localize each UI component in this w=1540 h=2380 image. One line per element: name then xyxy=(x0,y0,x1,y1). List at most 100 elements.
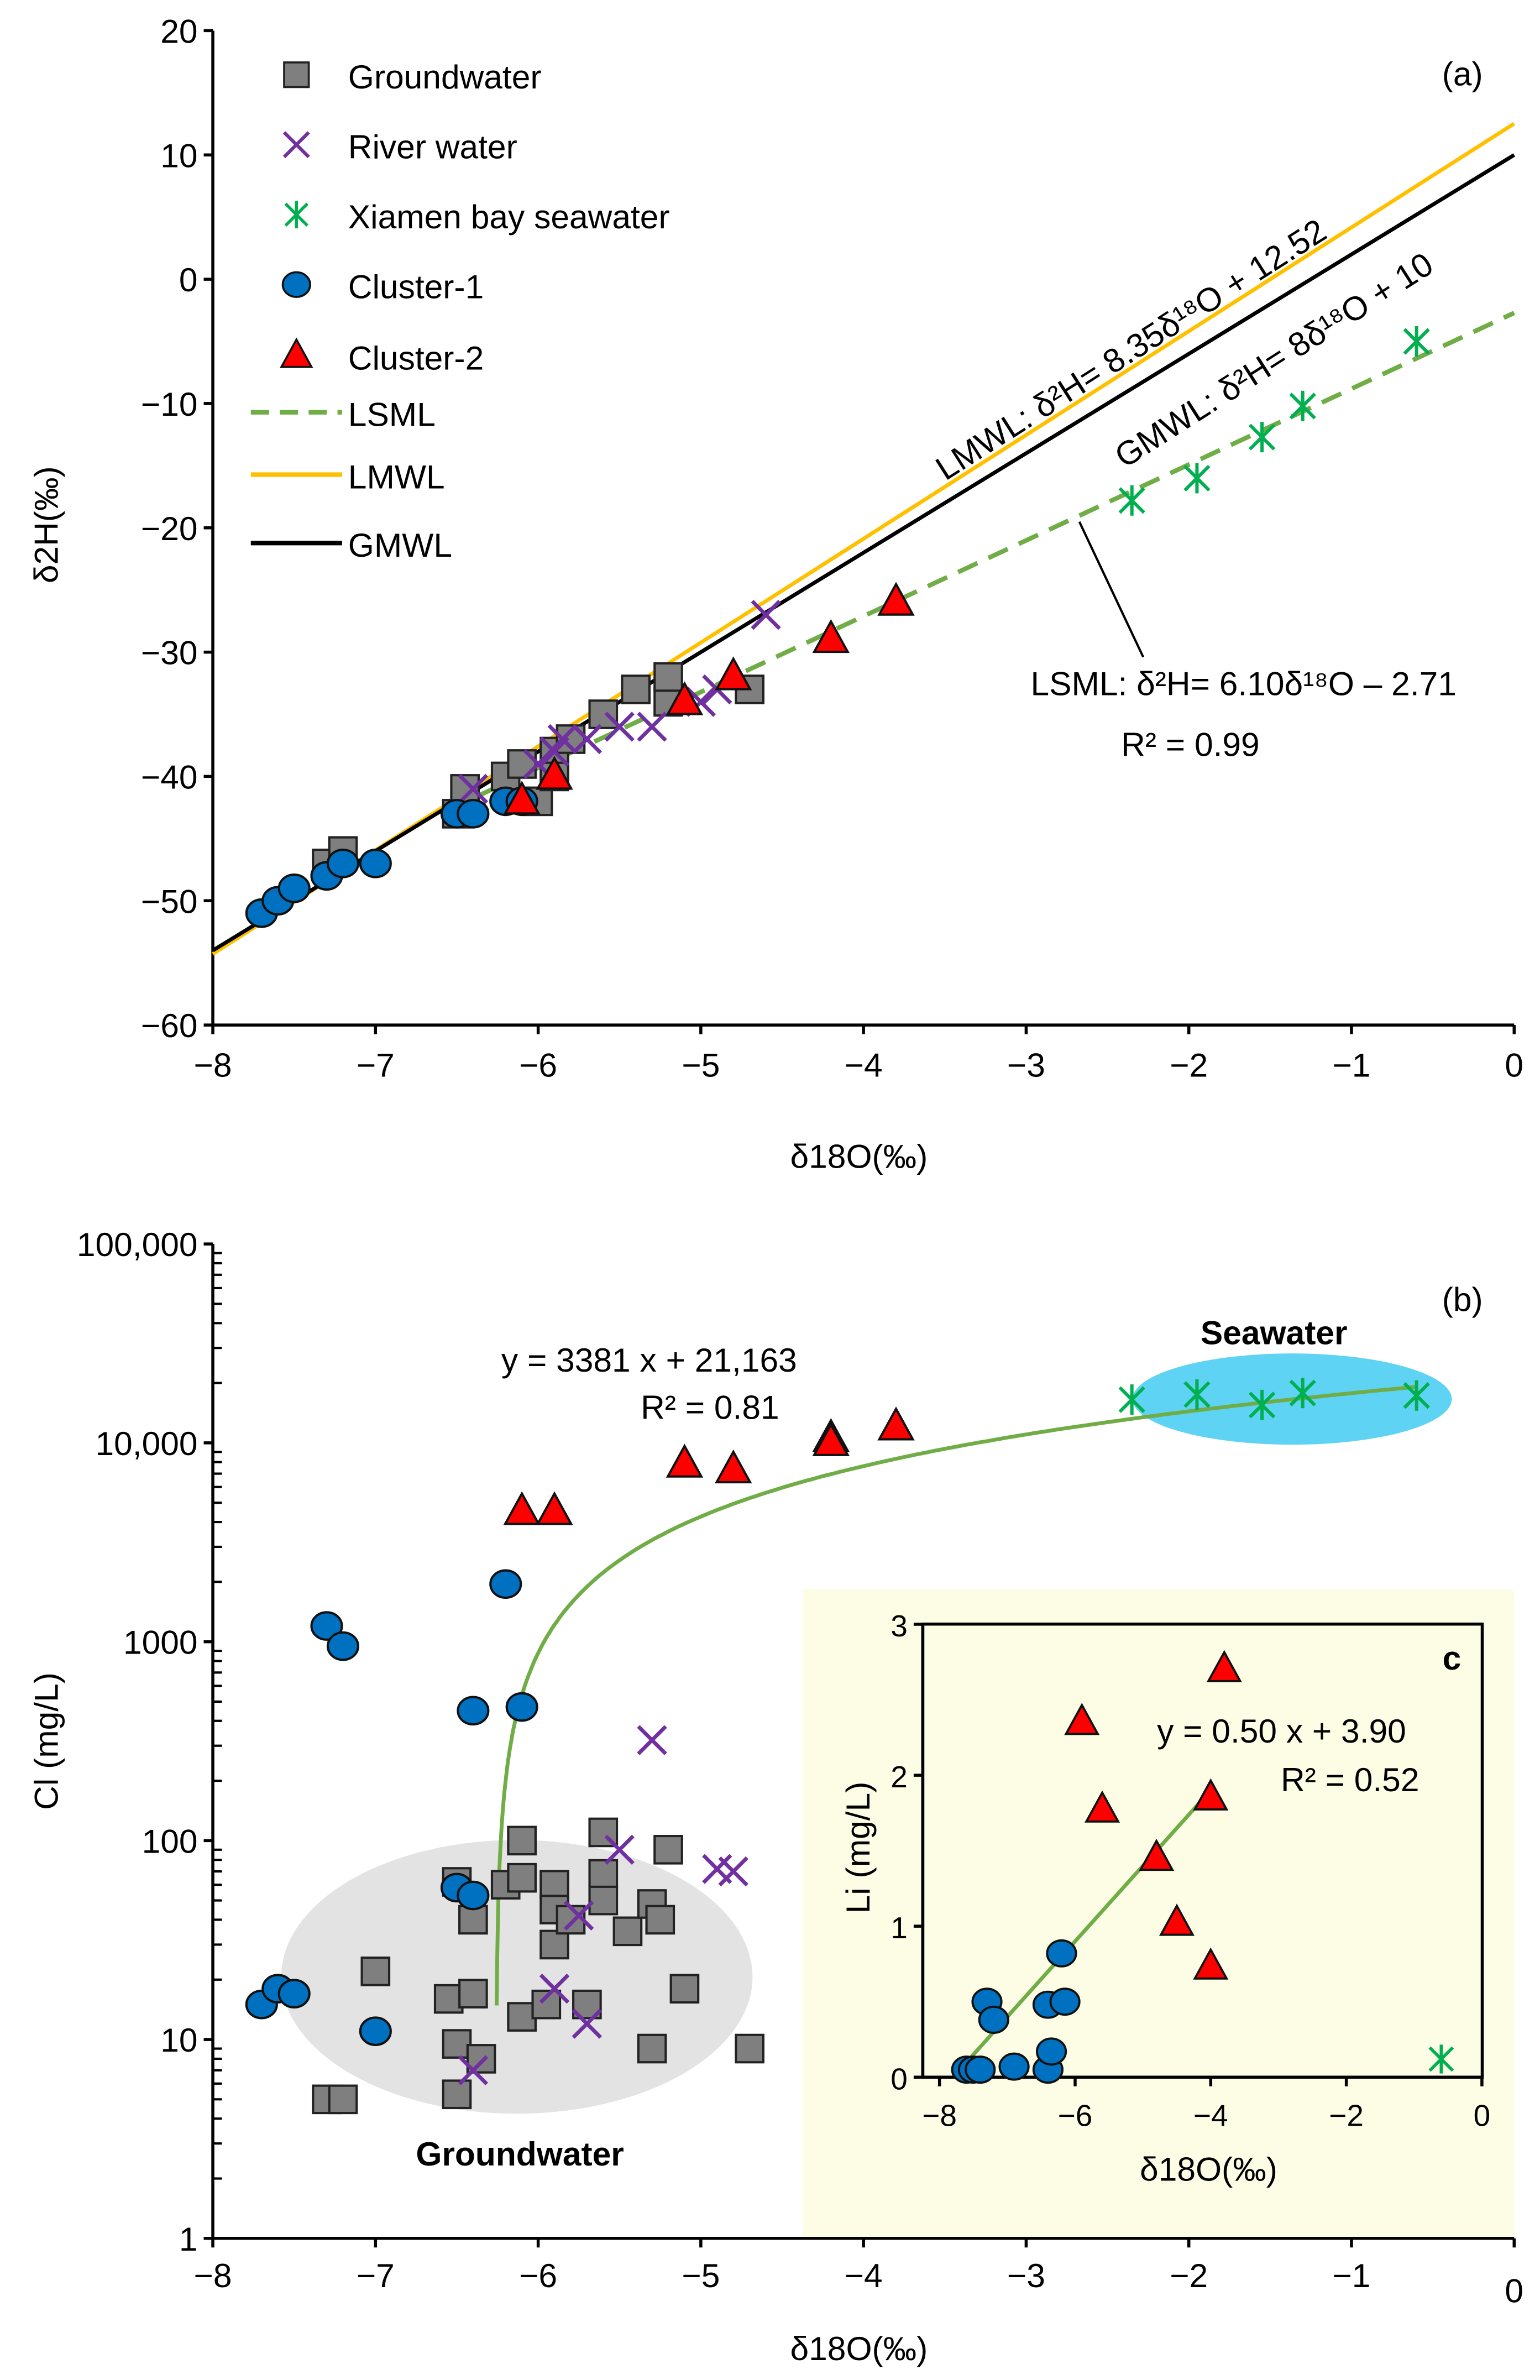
data-point-cluster-2 xyxy=(503,781,541,815)
x-tick-label: −6 xyxy=(519,1047,557,1084)
data-point-xiamen-bay-seawater xyxy=(1183,463,1211,494)
y-tick-label: −50 xyxy=(141,882,198,920)
inset-x-axis-label: δ18O(‰) xyxy=(1140,2150,1277,2188)
data-point-cluster-1 xyxy=(457,1696,490,1726)
data-point-groundwater xyxy=(507,1863,537,1893)
data-point-cluster-2 xyxy=(1159,1903,1195,1936)
x-tick-label: 0 xyxy=(1505,1047,1523,1084)
legend-label: LMWL xyxy=(348,458,445,495)
y-tick-label: 10,000 xyxy=(95,1425,197,1462)
y-tick-label: 10 xyxy=(160,137,197,174)
data-point-river-water xyxy=(751,599,781,630)
lsml-pointer-line xyxy=(1078,521,1145,658)
data-point-groundwater xyxy=(588,699,619,729)
lsml-r2-label: R² = 0.99 xyxy=(1121,725,1260,763)
y-tick-label: 1 xyxy=(179,2220,198,2258)
data-point-river-water xyxy=(458,2055,489,2085)
inset-background xyxy=(803,1589,1515,2238)
panel-label: (a) xyxy=(1442,55,1483,92)
x-tick-label: −8 xyxy=(194,2257,232,2294)
y-tick-label: −40 xyxy=(141,758,198,796)
data-point-river-water xyxy=(718,1856,748,1887)
data-point-cluster-1 xyxy=(359,849,392,878)
legend-label: GMWL xyxy=(348,526,452,564)
y-tick-label: 100,000 xyxy=(77,1226,198,1263)
panel-label: (b) xyxy=(1442,1280,1483,1318)
y-axis-label: Cl (mg/L) xyxy=(28,1672,65,1810)
fit-r2-label: R² = 0.81 xyxy=(641,1388,779,1426)
data-point-river-water xyxy=(563,1900,594,1931)
data-point-cluster-2 xyxy=(503,1491,541,1525)
x-tick-label: −4 xyxy=(845,1047,883,1084)
data-point-river-water xyxy=(637,712,667,742)
data-point-cluster-2 xyxy=(714,656,752,691)
legend-marker xyxy=(281,271,311,298)
legend-label: Groundwater xyxy=(348,58,542,96)
y-tick-label: 10 xyxy=(160,2021,197,2059)
y-axis-label: δ2H(‰) xyxy=(28,466,65,583)
data-point-groundwater xyxy=(669,1974,700,2004)
data-point-cluster-2 xyxy=(1206,1650,1242,1682)
data-point-groundwater xyxy=(539,1929,569,1960)
groundwater-label: Groundwater xyxy=(416,2135,624,2173)
x-tick-label: −7 xyxy=(357,1047,395,1084)
data-point-groundwater xyxy=(588,1859,619,1889)
data-point-river-water xyxy=(637,1725,667,1755)
y-tick-label: 2 xyxy=(891,1760,908,1794)
data-point-cluster-1 xyxy=(457,799,490,829)
data-point-cluster-1 xyxy=(978,2006,1009,2034)
data-point-river-water xyxy=(539,1974,570,2004)
data-point-river-water xyxy=(572,2008,603,2039)
data-point-cluster-2 xyxy=(536,1491,573,1525)
x-tick-label: −1 xyxy=(1332,2257,1370,2294)
y-tick-label: 1000 xyxy=(123,1624,198,1661)
x-tick-label: −7 xyxy=(357,2257,395,2294)
data-point-xiamen-bay-seawater xyxy=(1248,1389,1276,1420)
data-point-cluster-2 xyxy=(536,756,573,790)
y-tick-label: 0 xyxy=(891,2062,908,2096)
x-tick-label: −3 xyxy=(1007,1047,1045,1084)
data-point-groundwater xyxy=(621,674,651,704)
data-point-cluster-2 xyxy=(812,1422,850,1456)
legend-label: Cluster-1 xyxy=(348,268,484,305)
data-point-groundwater xyxy=(612,1916,643,1947)
data-point-cluster-1 xyxy=(277,1979,311,2008)
x-tick-label: −8 xyxy=(194,1047,232,1084)
data-point-cluster-2 xyxy=(1193,1778,1229,1811)
data-point-cluster-1 xyxy=(326,849,360,878)
y-tick-label: −60 xyxy=(141,1007,198,1044)
data-point-cluster-2 xyxy=(666,681,704,715)
data-point-river-water xyxy=(604,1834,635,1865)
data-point-xiamen-bay-seawater xyxy=(1289,390,1316,421)
data-point-river-water xyxy=(547,724,578,755)
data-point-cluster-1 xyxy=(1035,2037,1067,2066)
x-tick-label: −6 xyxy=(519,2257,557,2294)
data-point-xiamen-bay-seawater xyxy=(1118,1384,1145,1415)
data-point-cluster-2 xyxy=(666,1443,704,1478)
legend-marker xyxy=(283,61,310,88)
data-point-river-water xyxy=(604,712,635,742)
x-tick-label: −5 xyxy=(682,1047,720,1084)
data-point-groundwater xyxy=(442,2029,472,2059)
data-point-cluster-1 xyxy=(326,1631,360,1661)
data-point-groundwater xyxy=(442,2079,472,2110)
line-lmwl xyxy=(212,122,1516,956)
data-point-cluster-1 xyxy=(1046,1939,1077,1968)
line-lsml xyxy=(472,311,1515,801)
x-axis-label: δ18O(‰) xyxy=(790,1138,928,1175)
inset-y-axis-label: Li (mg/L) xyxy=(839,1782,877,1914)
data-point-cluster-2 xyxy=(812,619,850,653)
data-point-groundwater xyxy=(360,1957,391,1986)
data-point-cluster-2 xyxy=(877,1406,915,1441)
x-tick-label: −8 xyxy=(922,2098,957,2132)
data-point-cluster-2 xyxy=(714,1449,752,1484)
inset-fit-equation-label: y = 0.50 x + 3.90 xyxy=(1157,1712,1406,1750)
groundwater-region xyxy=(281,1840,753,2114)
panel-label: c xyxy=(1443,1639,1462,1677)
y-tick-label: 20 xyxy=(160,12,197,50)
data-point-cluster-1 xyxy=(965,2055,996,2084)
y-tick-label: −30 xyxy=(141,634,198,672)
data-point-xiamen-bay-seawater xyxy=(1289,1378,1316,1409)
x-axis-label: δ18O(‰) xyxy=(790,2330,928,2367)
legend-label: River water xyxy=(348,128,517,165)
